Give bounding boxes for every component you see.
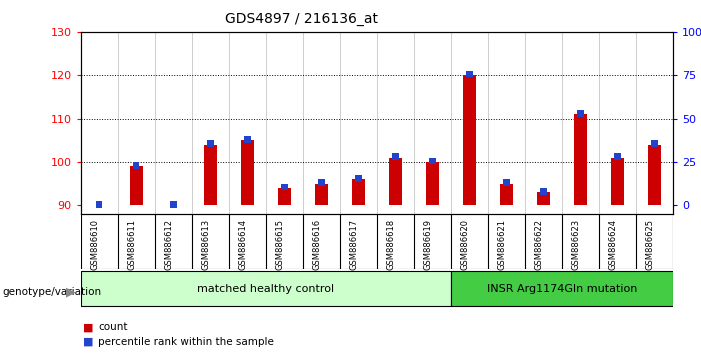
Text: ▶: ▶ <box>66 286 76 298</box>
Bar <box>540 188 547 195</box>
Bar <box>614 153 621 160</box>
Text: GSM886616: GSM886616 <box>312 218 321 270</box>
Text: GSM886620: GSM886620 <box>461 218 470 269</box>
Bar <box>463 75 476 205</box>
Text: matched healthy control: matched healthy control <box>197 284 334 293</box>
Text: percentile rank within the sample: percentile rank within the sample <box>98 337 274 347</box>
Text: GSM886625: GSM886625 <box>646 218 655 269</box>
Text: GSM886617: GSM886617 <box>349 218 358 270</box>
Bar <box>130 166 142 205</box>
Text: genotype/variation: genotype/variation <box>2 287 101 297</box>
Bar <box>651 141 658 147</box>
Text: GSM886615: GSM886615 <box>275 218 284 269</box>
Text: GSM886622: GSM886622 <box>534 218 543 269</box>
Text: count: count <box>98 322 128 332</box>
Bar <box>355 175 362 182</box>
Text: GSM886618: GSM886618 <box>386 218 395 270</box>
Bar <box>81 271 451 306</box>
Bar <box>537 193 550 205</box>
Bar <box>352 179 365 205</box>
Bar <box>577 110 584 116</box>
Bar <box>574 114 587 205</box>
Text: GSM886624: GSM886624 <box>608 218 618 269</box>
Text: GSM886612: GSM886612 <box>164 218 173 269</box>
Bar <box>132 162 139 169</box>
Bar <box>611 158 624 205</box>
Bar <box>648 145 661 205</box>
Bar <box>500 184 513 205</box>
Text: GSM886619: GSM886619 <box>423 218 433 269</box>
Bar <box>466 71 472 78</box>
Text: INSR Arg1174Gln mutation: INSR Arg1174Gln mutation <box>486 284 637 293</box>
Bar <box>315 184 328 205</box>
Bar <box>392 153 399 160</box>
Bar <box>207 141 214 147</box>
Bar <box>389 158 402 205</box>
Bar <box>281 184 287 190</box>
Text: GSM886621: GSM886621 <box>498 218 506 269</box>
Bar <box>426 162 439 205</box>
Bar <box>278 188 291 205</box>
Bar <box>318 179 325 186</box>
Bar <box>503 179 510 186</box>
Text: ■: ■ <box>83 337 93 347</box>
Text: ■: ■ <box>83 322 93 332</box>
Bar <box>451 271 673 306</box>
Bar <box>170 201 177 208</box>
Bar <box>204 145 217 205</box>
Text: GSM886623: GSM886623 <box>571 218 580 270</box>
Bar <box>240 141 254 205</box>
Bar <box>429 158 435 164</box>
Text: GSM886614: GSM886614 <box>238 218 247 269</box>
Bar <box>96 201 102 208</box>
Text: GSM886613: GSM886613 <box>201 218 210 270</box>
Text: GSM886611: GSM886611 <box>127 218 136 269</box>
Text: GSM886610: GSM886610 <box>90 218 99 269</box>
Text: GDS4897 / 216136_at: GDS4897 / 216136_at <box>225 12 378 27</box>
Bar <box>244 136 250 143</box>
